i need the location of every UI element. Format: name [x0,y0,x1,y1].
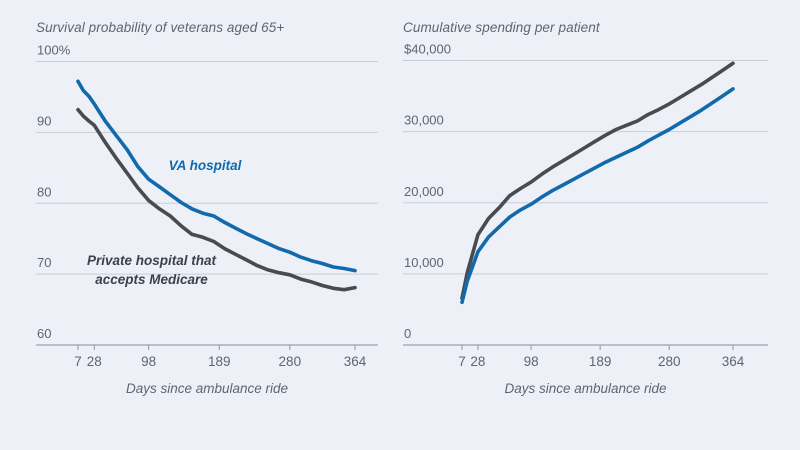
x-tick-label: 98 [141,354,156,369]
x-tick-label: 28 [470,354,485,369]
left-xaxis-label: Days since ambulance ride [125,381,289,396]
x-tick-label: 364 [344,354,367,369]
right-xaxis-label: Days since ambulance ride [504,381,667,396]
x-tick-label: 7 [74,354,82,369]
x-tick-label: 28 [87,354,102,369]
y-tick-label: 90 [37,113,51,128]
va-hospital-series-label: VA hospital [168,158,242,173]
y-tick-label: 30,000 [404,113,444,128]
series-line-private-hospital [76,107,357,292]
series-line-private-hospital [460,61,735,300]
y-tick-label: 60 [37,326,51,341]
x-tick-label: 189 [208,354,231,369]
right-panel-title: Cumulative spending per patient [403,20,600,35]
y-tick-label: 70 [37,255,51,270]
x-tick-label: 364 [722,354,745,369]
y-tick-label: 0 [404,326,411,341]
panel-1: $40,000 30,000 20,000 10,000 0 7 28 98 189 280 364 [403,42,768,369]
x-tick-label: 7 [458,354,466,369]
x-tick-label: 189 [589,354,612,369]
series-line-va-hospital [460,87,735,305]
series-line-va-hospital [76,79,357,273]
private-hospital-series-label: Private hospital that accepts Medicare [86,253,217,287]
x-tick-label: 98 [524,354,539,369]
left-panel-title: Survival probability of veterans aged 65… [36,20,285,35]
x-tick-label: 280 [658,354,681,369]
x-tick-label: 280 [279,354,302,369]
y-tick-label: $40,000 [404,42,451,57]
y-tick-label: 20,000 [404,184,444,199]
y-tick-label: 100% [37,43,71,58]
y-tick-label: 80 [37,184,51,199]
y-tick-label: 10,000 [404,255,444,270]
panel-0: 100% 90 80 70 60 7 28 98 189 280 364 [36,43,378,369]
